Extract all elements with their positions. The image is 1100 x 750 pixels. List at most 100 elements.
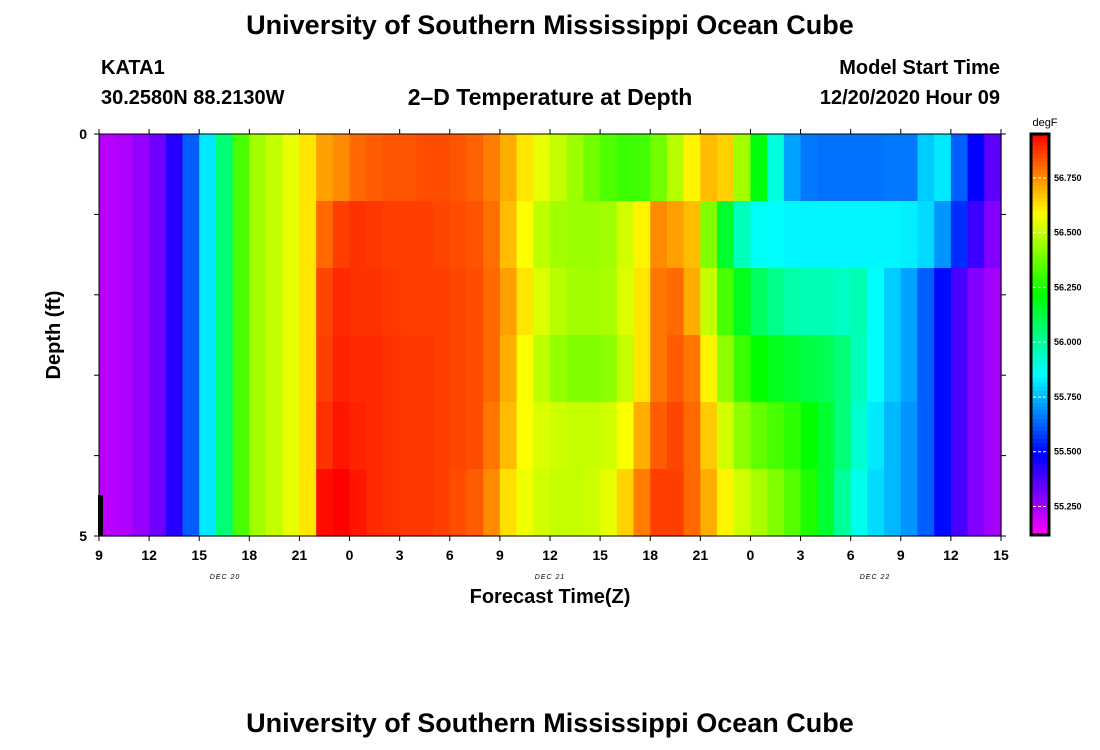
heatmap-cell	[299, 201, 317, 269]
heatmap-cell	[516, 402, 534, 470]
heatmap-cell	[900, 402, 919, 470]
heatmap-cell	[182, 335, 200, 403]
heatmap-cell	[282, 201, 301, 269]
heatmap-cell	[165, 402, 184, 470]
colorbar-swatch	[1031, 450, 1049, 456]
footer-title: University of Southern Mississippi Ocean…	[246, 708, 854, 738]
heatmap-cell	[332, 335, 351, 403]
heatmap-cell	[399, 402, 417, 470]
heatmap-cell	[282, 134, 301, 202]
heatmap-cell	[99, 268, 117, 336]
heatmap-cell	[934, 268, 952, 336]
x-tick-label: 18	[242, 547, 258, 563]
colorbar-swatch	[1031, 190, 1049, 195]
heatmap-cell	[650, 402, 668, 470]
heatmap-cell	[850, 201, 868, 269]
heatmap-cell	[115, 402, 133, 470]
colorbar-swatch	[1031, 310, 1049, 316]
heatmap-cell	[884, 335, 902, 403]
heatmap-cell	[867, 402, 885, 470]
heatmap-cell	[249, 134, 267, 202]
heatmap-cell	[199, 134, 217, 202]
heatmap-cell	[683, 469, 701, 537]
heatmap-cell	[850, 134, 868, 202]
heatmap-cell	[650, 201, 668, 269]
heatmap-cell	[299, 469, 317, 537]
heatmap-cell	[750, 268, 768, 336]
heatmap-cell	[700, 268, 718, 336]
heatmap-cell	[349, 268, 367, 336]
colorbar-swatch	[1031, 430, 1049, 436]
heatmap-cell	[215, 134, 234, 202]
heatmap-cell	[382, 201, 401, 269]
heatmap-cell	[366, 335, 384, 403]
heatmap-cell	[299, 134, 317, 202]
heatmap-cell	[165, 268, 184, 336]
colorbar-swatch	[1031, 354, 1049, 360]
colorbar-swatch	[1031, 274, 1049, 279]
colorbar-swatch	[1031, 342, 1049, 348]
heatmap-cell	[466, 201, 484, 269]
heatmap-cell	[817, 134, 835, 202]
heatmap-cell	[633, 335, 651, 403]
heatmap-cell	[733, 268, 752, 336]
heatmap-cell	[633, 268, 651, 336]
heatmap-cell	[967, 134, 985, 202]
heatmap-cell	[533, 134, 551, 202]
y-tick-label: 0	[79, 126, 87, 142]
heatmap-cell	[316, 268, 334, 336]
heatmap-cell	[984, 469, 1002, 537]
heatmap-cell	[349, 335, 367, 403]
colorbar-swatch	[1031, 194, 1049, 199]
heatmap-cell	[967, 335, 985, 403]
heatmap-cell	[550, 268, 568, 336]
heatmap-cell	[783, 268, 802, 336]
colorbar-swatch	[1031, 422, 1049, 428]
heatmap-cell	[750, 134, 768, 202]
heatmap-cell	[817, 402, 835, 470]
heatmap-cell	[132, 268, 150, 336]
colorbar-swatch	[1031, 346, 1049, 352]
heatmap-cell	[917, 268, 935, 336]
heatmap-cell	[232, 335, 250, 403]
x-tick-label: 9	[95, 547, 103, 563]
colorbar-swatch	[1031, 162, 1049, 167]
heatmap-cell	[884, 402, 902, 470]
heatmap-cell	[767, 469, 785, 537]
heatmap-cell	[733, 469, 752, 537]
colorbar-swatch	[1031, 286, 1049, 291]
heatmap-cell	[366, 134, 384, 202]
heatmap-cell	[182, 402, 200, 470]
heatmap-cell	[733, 335, 752, 403]
heatmap-cell	[433, 201, 451, 269]
colorbar-swatch	[1031, 338, 1049, 344]
heatmap-cell	[967, 469, 985, 537]
heatmap-cell	[382, 469, 401, 537]
colorbar-swatch	[1031, 462, 1049, 468]
colorbar-swatch	[1031, 490, 1049, 496]
heatmap-cell	[700, 335, 718, 403]
heatmap-cell	[650, 335, 668, 403]
y-tick-label: 5	[79, 528, 87, 544]
y-axis: 05	[79, 126, 1006, 544]
heatmap-cell	[299, 268, 317, 336]
heatmap-cell	[566, 201, 584, 269]
heatmap-cell	[984, 201, 1002, 269]
heatmap-cell	[616, 469, 635, 537]
heatmap-cell	[115, 201, 133, 269]
heatmap-cell	[416, 268, 434, 336]
colorbar-swatch	[1031, 314, 1049, 320]
heatmap-cell	[550, 134, 568, 202]
heatmap-cell	[600, 134, 618, 202]
heatmap-cell	[115, 268, 133, 336]
heatmap-cell	[566, 469, 584, 537]
heatmap-cell	[416, 335, 434, 403]
heatmap-cell	[199, 201, 217, 269]
colorbar-tick-label: 56.250	[1054, 282, 1082, 292]
heatmap-cell	[115, 335, 133, 403]
x-tick-label: 0	[346, 547, 354, 563]
heatmap-cell	[516, 201, 534, 269]
heatmap-cell	[516, 134, 534, 202]
heatmap-cell	[717, 469, 735, 537]
